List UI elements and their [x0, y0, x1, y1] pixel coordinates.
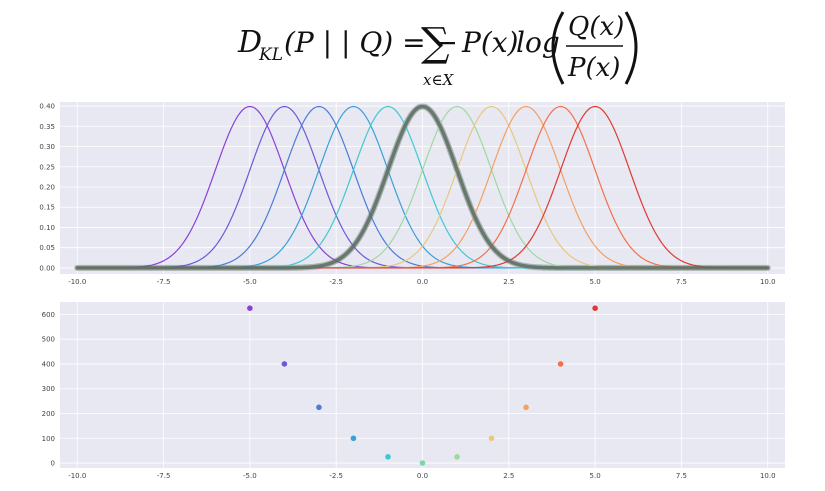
formula-subscript: KL — [258, 45, 283, 65]
kl-divergence-formula: D KL (P | | Q) = − ∑ x∈X P(x) log Q(x) P… — [237, 11, 638, 89]
scatter-point — [523, 404, 529, 411]
formula-px: P(x) — [461, 26, 518, 59]
formula-right-paren — [624, 11, 638, 85]
scatter-point — [350, 435, 357, 442]
x-tick-label: -2.5 — [329, 278, 343, 286]
y-tick-label: 100 — [42, 435, 55, 443]
x-tick-label: -2.5 — [329, 472, 343, 480]
formula-left-paren — [551, 11, 565, 85]
scatter-point — [281, 361, 288, 367]
curve-group — [74, 103, 771, 271]
y-tick-label: 0.05 — [39, 244, 55, 252]
formula-sigma: ∑ — [421, 20, 450, 66]
x-tick-label: 0.0 — [417, 278, 428, 286]
y-tick-label: 0.10 — [39, 224, 55, 232]
x-tick-label: 5.0 — [590, 472, 601, 480]
grid — [60, 302, 785, 468]
y-tick-label: 0.00 — [39, 264, 55, 272]
y-tick-label: 0.35 — [39, 123, 55, 131]
x-tick-label: 7.5 — [676, 472, 687, 480]
formula-d: D — [237, 25, 262, 60]
x-tick-label: -10.0 — [68, 278, 86, 286]
x-tick-label: 0.0 — [417, 472, 428, 480]
x-tick-label: -7.5 — [157, 472, 171, 480]
y-tick-label: 0.30 — [39, 143, 55, 151]
kl-scatter-chart: -10.0 -7.5 -5.0 -2.5 0.0 2.5 5.0 7.5 10.0 0 100 200… — [42, 302, 785, 480]
point-group — [247, 305, 598, 466]
y-tick-label: 200 — [42, 410, 55, 418]
scatter-point — [592, 305, 598, 311]
x-tick-label: 10.0 — [760, 278, 776, 286]
y-tick-label: 500 — [42, 336, 55, 344]
x-tick-label: -7.5 — [157, 278, 171, 286]
x-tick-label: 5.0 — [590, 278, 601, 286]
x-tick-label: 2.5 — [503, 278, 514, 286]
y-tick-label: 0.40 — [39, 103, 55, 111]
y-tick-label: 0.20 — [39, 183, 55, 191]
scatter-point — [488, 435, 495, 442]
scatter-point — [557, 361, 564, 367]
scatter-point — [385, 454, 391, 460]
gaussian-curves-chart: -10.0 -7.5 -5.0 -2.5 0.0 2.5 5.0 7.5 10.0 0.00 0.0… — [39, 102, 785, 286]
scatter-point — [247, 305, 253, 311]
x-tick-label: 2.5 — [503, 472, 514, 480]
x-tick-label: -5.0 — [243, 278, 257, 286]
formula-denominator: P(x) — [567, 53, 620, 83]
x-tick-label: -10.0 — [68, 472, 86, 480]
tick-labels: -10.0 -7.5 -5.0 -2.5 0.0 2.5 5.0 7.5 10.0 0.00 0.0… — [39, 103, 775, 286]
formula-numerator: Q(x) — [568, 12, 624, 42]
y-tick-label: 300 — [42, 385, 55, 393]
scatter-point — [454, 454, 460, 460]
y-tick-label: 400 — [42, 360, 55, 368]
y-tick-label: 0 — [51, 460, 55, 468]
formula-sigma-subscript: x∈X — [423, 71, 455, 89]
formula-args: (P | | Q) = − — [284, 26, 458, 59]
y-tick-label: 600 — [42, 311, 55, 319]
x-tick-label: 7.5 — [676, 278, 687, 286]
x-tick-label: 10.0 — [760, 472, 776, 480]
scatter-point — [419, 460, 426, 466]
scatter-point — [316, 404, 322, 411]
y-tick-label: 0.15 — [39, 204, 55, 212]
reference-curve — [75, 104, 770, 270]
x-tick-label: -5.0 — [243, 472, 257, 480]
tick-labels: -10.0 -7.5 -5.0 -2.5 0.0 2.5 5.0 7.5 10.0 0 100 200… — [42, 311, 776, 480]
y-tick-label: 0.25 — [39, 163, 55, 171]
